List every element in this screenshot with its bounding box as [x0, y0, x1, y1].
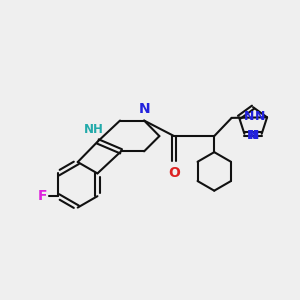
Text: O: O: [168, 166, 180, 180]
Text: N: N: [244, 110, 254, 122]
Text: N: N: [249, 129, 260, 142]
Text: N: N: [138, 102, 150, 116]
Text: NH: NH: [84, 122, 104, 136]
Text: N: N: [247, 129, 257, 142]
Text: F: F: [37, 189, 47, 203]
Text: N: N: [255, 110, 266, 122]
